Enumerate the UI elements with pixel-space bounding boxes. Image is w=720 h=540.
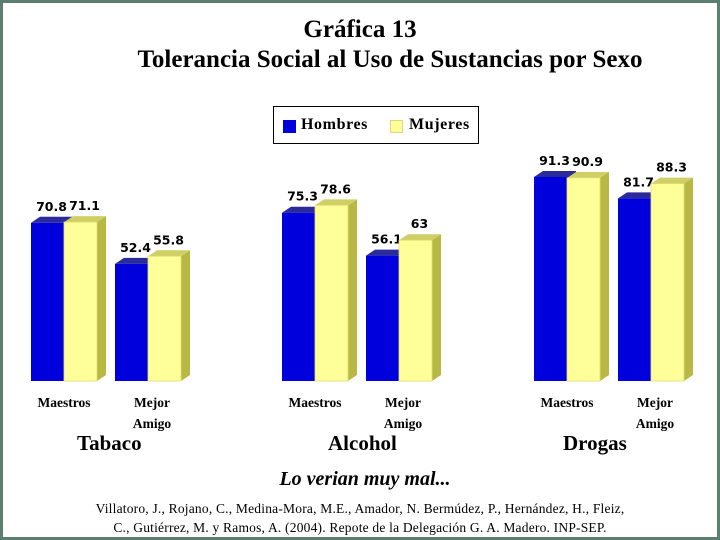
bar-drogas-mejor-amigo-mujeres xyxy=(650,183,685,382)
bar-tabaco-mejor-amigo-hombres-top xyxy=(115,257,157,264)
group-label-alcohol: Alcohol xyxy=(328,431,397,455)
bar-alcohol-mejor-amigo-hombres xyxy=(366,255,399,381)
bar-alcohol-maestros-hombres xyxy=(282,212,315,381)
footer-phrase: Lo verian muy mal... xyxy=(279,468,451,490)
bar-tabaco-mejor-amigo-mujeres-side xyxy=(181,250,190,381)
bar-tabaco-maestros-hombres-value-label: 70.8 xyxy=(36,199,67,214)
bar-drogas-maestros-mujeres-value-label: 90.9 xyxy=(572,154,603,169)
category-label-alcohol-mejor-amigo-line-1: Mejor xyxy=(385,395,421,410)
citation: Villatoro, J., Rojano, C., Medina-Mora, … xyxy=(3,499,717,537)
chart-title: Gráfica 13 xyxy=(303,16,417,43)
legend-label-mujeres: Mujeres xyxy=(409,116,470,133)
bar-alcohol-mejor-amigo-hombres-value-label: 56.1 xyxy=(371,232,402,247)
legend-swatch-hombres xyxy=(283,120,296,133)
bar-alcohol-maestros-mujeres-top xyxy=(315,199,357,206)
bar-tabaco-maestros-mujeres-value-label: 71.1 xyxy=(69,198,100,213)
group-label-drogas: Drogas xyxy=(563,431,627,455)
bar-drogas-mejor-amigo-hombres-top xyxy=(618,192,660,199)
bar-alcohol-mejor-amigo-mujeres xyxy=(398,239,433,382)
category-label-drogas-mejor-amigo-line-1: Mejor xyxy=(637,395,673,410)
bar-alcohol-mejor-amigo-mujeres-side xyxy=(432,234,441,381)
category-label-tabaco-mejor-amigo-line-2: Amigo xyxy=(133,416,171,431)
legend-label-hombres: Hombres xyxy=(301,116,369,133)
category-label-tabaco-mejor-amigo-line-1: Mejor xyxy=(134,395,170,410)
bar-alcohol-maestros-hombres-top xyxy=(282,206,324,213)
category-label-tabaco-maestros: Maestros xyxy=(38,395,91,410)
bar-tabaco-mejor-amigo-mujeres-top xyxy=(148,250,190,257)
bar-tabaco-maestros-mujeres-top xyxy=(64,216,106,223)
bar-alcohol-mejor-amigo-mujeres-top xyxy=(399,234,441,241)
bar-drogas-mejor-amigo-hombres-value-label: 81.7 xyxy=(623,174,654,189)
category-label-alcohol-mejor-amigo-line-2: Amigo xyxy=(384,416,422,431)
bar-drogas-mejor-amigo-mujeres-value-label: 88.3 xyxy=(656,160,687,175)
bar-drogas-maestros-hombres-top xyxy=(534,170,576,177)
bar-drogas-maestros-mujeres xyxy=(566,177,601,382)
bar-drogas-mejor-amigo-mujeres-top xyxy=(651,177,693,184)
bar-tabaco-mejor-amigo-hombres xyxy=(115,263,148,381)
bar-tabaco-mejor-amigo-mujeres-value-label: 55.8 xyxy=(153,232,184,247)
bar-drogas-mejor-amigo-hombres xyxy=(618,198,651,381)
bar-tabaco-maestros-mujeres xyxy=(63,221,98,382)
chart-subtitle: Tolerancia Social al Uso de Sustancias p… xyxy=(137,46,643,73)
bar-tabaco-maestros-hombres-top xyxy=(31,216,73,223)
citation-line-2: C., Gutiérrez, M. y Ramos, A. (2004). Re… xyxy=(113,520,607,535)
bar-drogas-maestros-hombres xyxy=(534,176,567,381)
bar-alcohol-mejor-amigo-hombres-top xyxy=(366,249,408,256)
bar-alcohol-maestros-mujeres xyxy=(314,204,349,382)
category-label-drogas-mejor-amigo-line-2: Amigo xyxy=(636,416,674,431)
category-label-alcohol-maestros: Maestros xyxy=(289,395,342,410)
bar-alcohol-mejor-amigo-mujeres-value-label: 63 xyxy=(411,216,428,231)
bar-tabaco-mejor-amigo-mujeres xyxy=(147,255,182,382)
citation-line-1: Villatoro, J., Rojano, C., Medina-Mora, … xyxy=(95,501,625,516)
bar-alcohol-maestros-mujeres-value-label: 78.6 xyxy=(320,181,351,196)
bar-alcohol-maestros-hombres-value-label: 75.3 xyxy=(287,189,318,204)
bar-tabaco-mejor-amigo-hombres-value-label: 52.4 xyxy=(120,240,151,255)
group-label-tabaco: Tabaco xyxy=(77,431,142,455)
slide: Gráfica 13 Tolerancia Social al Uso de S… xyxy=(3,3,717,537)
bar-drogas-maestros-mujeres-top xyxy=(567,171,609,178)
bar-tabaco-maestros-mujeres-side xyxy=(97,216,106,381)
bar-drogas-mejor-amigo-mujeres-side xyxy=(684,177,693,381)
bar-alcohol-maestros-mujeres-side xyxy=(348,199,357,381)
bar-drogas-maestros-hombres-value-label: 91.3 xyxy=(539,153,570,168)
bar-tabaco-maestros-hombres xyxy=(31,222,64,381)
legend: Hombres Mujeres xyxy=(273,106,479,144)
bar-drogas-maestros-mujeres-side xyxy=(600,171,609,381)
category-label-drogas-maestros: Maestros xyxy=(541,395,594,410)
bar-chart: 70.8 71.1 Maestros 52.455.8 Mejor Amigo 75.3 78… xyxy=(31,153,693,431)
legend-swatch-mujeres xyxy=(390,120,403,133)
